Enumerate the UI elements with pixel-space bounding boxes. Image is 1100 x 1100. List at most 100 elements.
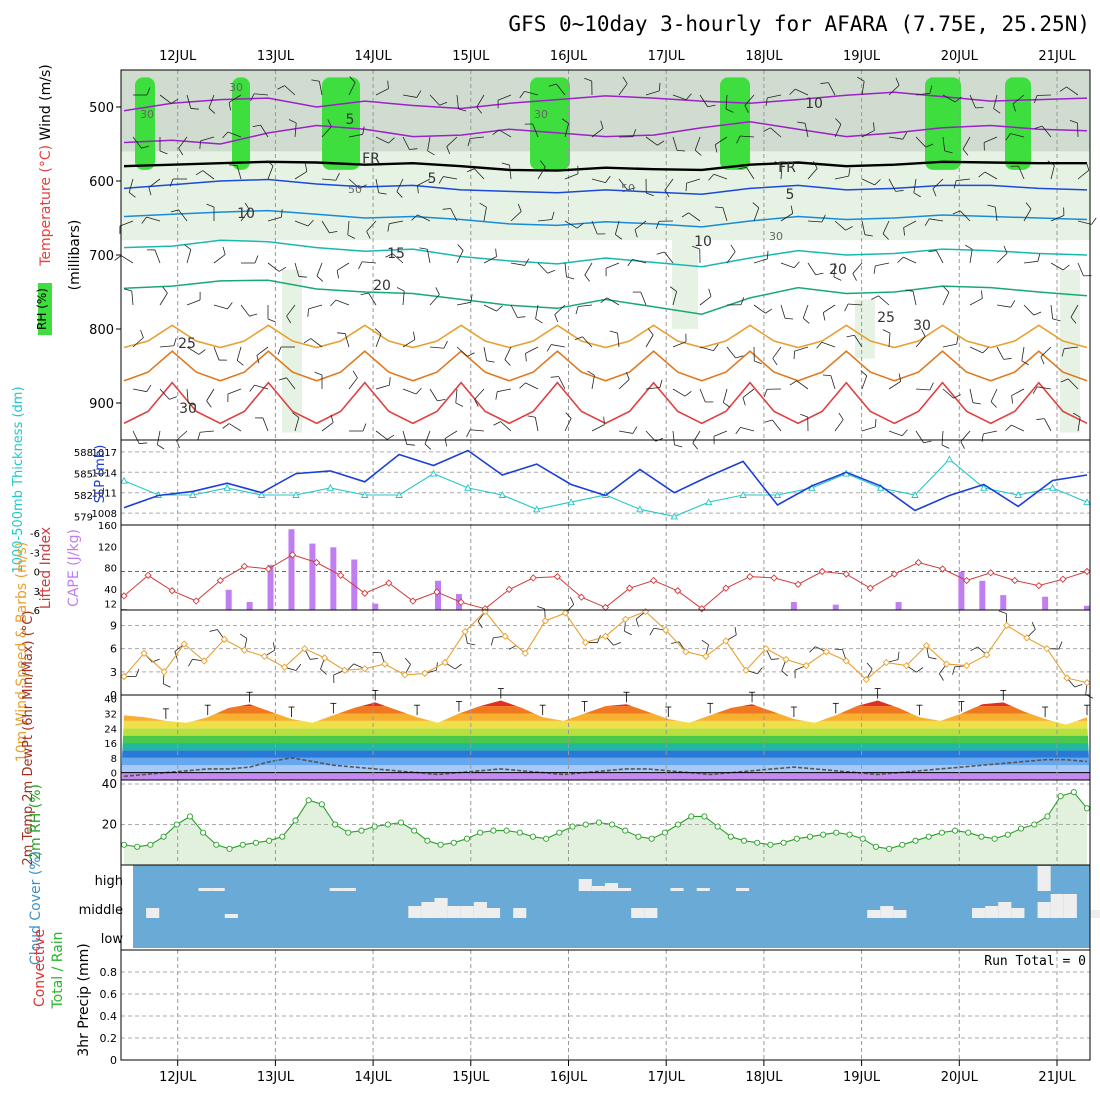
rh-moist-patch	[135, 77, 155, 170]
wind10m-speed-marker	[601, 632, 610, 640]
wind-barb-flag	[330, 299, 337, 307]
wind10m-speed-marker	[441, 658, 449, 667]
wind-barb	[795, 88, 809, 96]
slp-thickness-panel: 579 582 585 588 1008 1011 1014 1017 1000-500mb T…	[11, 386, 1091, 574]
wind10m-speed-marker	[762, 644, 770, 653]
wind-barb-flag	[713, 343, 719, 351]
precip-total-label-part: Total / Rain	[50, 931, 66, 1009]
wind-barb-flag	[897, 256, 904, 263]
wind-barb-flag	[295, 663, 302, 671]
wind-barb-flag	[656, 251, 665, 255]
rh2m-marker	[252, 839, 259, 846]
lifted-index-marker	[722, 584, 730, 592]
wind-barb-flag	[932, 188, 937, 197]
wind10m-speed-marker	[1063, 674, 1071, 682]
wind-barb	[834, 175, 849, 180]
slp-axis-label-part: SLP (mb)	[93, 445, 108, 504]
wind-barb	[474, 168, 485, 180]
rh-moist-patch	[1005, 77, 1031, 170]
wind-barb	[861, 130, 875, 138]
contour-label: 5	[428, 171, 437, 187]
cloud-low-fill	[133, 865, 1090, 948]
wind-barb-flag	[336, 270, 340, 279]
temp-band	[121, 750, 1090, 758]
wind-barb	[1040, 346, 1052, 358]
wind-barb-flag	[816, 341, 823, 349]
precip-tick-label: 0.6	[100, 988, 118, 1001]
wind-barb-flag	[236, 360, 244, 366]
wind-barb	[578, 304, 593, 307]
wind-barb	[318, 81, 323, 96]
wind-barb-flag	[990, 401, 997, 408]
wind-barb-flag	[114, 255, 122, 261]
wind-barb-flag	[953, 180, 957, 189]
wind-barb-flag	[898, 373, 902, 382]
cloud-high-bar	[329, 888, 343, 891]
wind-barb	[1011, 424, 1025, 432]
lifted-index-marker	[361, 589, 369, 597]
wind-barb-flag	[409, 148, 418, 150]
wind-barb-flag	[298, 276, 307, 278]
wind-barb	[861, 375, 868, 390]
wind-barb-flag	[873, 265, 876, 274]
wind10m-speed-marker	[581, 638, 590, 647]
wind-barb-flag	[765, 97, 768, 106]
wind-barb	[692, 430, 701, 444]
wind-barb	[535, 304, 539, 319]
wind-barb	[260, 124, 269, 138]
wind-barb	[780, 262, 795, 269]
wind-barb	[186, 94, 192, 109]
slp-axis-label: SLP (mb)	[93, 445, 108, 504]
wind-barb	[375, 430, 388, 440]
wind-barb-flag	[176, 440, 180, 448]
wind-barb-flag	[476, 106, 483, 114]
wind-barb	[888, 333, 891, 348]
rh2m-marker	[1031, 821, 1038, 828]
wind-barb-flag	[385, 253, 393, 258]
wind-barb-flag	[272, 642, 276, 651]
wind-barb-flag	[793, 351, 796, 360]
thickness-marker	[292, 491, 300, 498]
wind-barb-flag	[479, 202, 487, 208]
top-date-axis: 12JUL 13JUL 14JUL 15JUL 16JUL 17JUL 18JUL 19JUL…	[159, 49, 1076, 64]
wind-barb	[200, 430, 215, 433]
wind-barb-flag	[424, 443, 432, 450]
wind-barb	[483, 304, 497, 312]
wind10m-speed-marker	[1083, 678, 1091, 687]
wind-barb	[672, 341, 687, 348]
wind-barb	[794, 346, 809, 352]
wind-barb	[392, 253, 404, 264]
wind-barb	[848, 303, 863, 306]
wind-barb-flag	[504, 359, 511, 366]
rh2m-marker	[872, 843, 879, 850]
wind-barb-flag	[362, 423, 367, 432]
wind-barb	[186, 388, 189, 403]
wind-barb-flag	[197, 432, 201, 441]
bottom-date-label: 13JUL	[257, 1070, 295, 1085]
thickness-marker	[257, 491, 266, 498]
wind-barb-flag	[916, 667, 924, 673]
wind-barb-flag	[1034, 125, 1043, 129]
wind-barb	[294, 171, 308, 180]
wind-barb-flag	[525, 353, 527, 362]
wind-barb	[1070, 304, 1079, 318]
wind-barb-flag	[970, 646, 978, 652]
wind-barb-flag	[198, 349, 206, 355]
wind-barb	[558, 376, 566, 390]
wind-barb-flag	[822, 312, 826, 321]
precip-convective-label-part: Convective	[32, 929, 48, 1007]
rh-axis-label: RH (%)	[35, 288, 49, 330]
lifted-index-marker	[746, 572, 754, 581]
cape-bar	[435, 580, 442, 610]
wind-barb	[131, 291, 134, 306]
wind-barb-flag	[359, 184, 367, 189]
rh2m-marker	[332, 821, 339, 828]
wind-barb	[672, 291, 678, 306]
wind-barb-flag	[249, 313, 258, 317]
wind-barb	[990, 388, 998, 402]
wind-barb-flag	[677, 149, 686, 152]
wind-barb	[713, 173, 728, 180]
thickness-marker	[567, 498, 575, 506]
wind-barb-flag	[501, 162, 510, 166]
lifted-index-marker	[312, 558, 321, 567]
